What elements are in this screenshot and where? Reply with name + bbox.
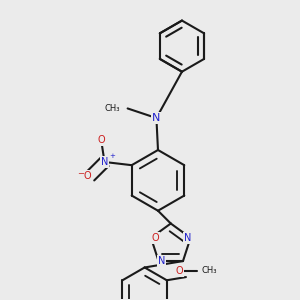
Text: N: N — [158, 256, 165, 266]
Text: +: + — [110, 153, 116, 159]
Text: N: N — [184, 233, 191, 243]
Text: O: O — [176, 266, 183, 276]
Text: −: − — [77, 169, 84, 178]
Text: N: N — [101, 157, 108, 167]
Text: CH₃: CH₃ — [202, 266, 218, 275]
Text: O: O — [83, 171, 91, 182]
Text: O: O — [98, 135, 105, 145]
Text: CH₃: CH₃ — [104, 104, 120, 113]
Text: N: N — [152, 113, 160, 123]
Text: O: O — [151, 233, 159, 243]
